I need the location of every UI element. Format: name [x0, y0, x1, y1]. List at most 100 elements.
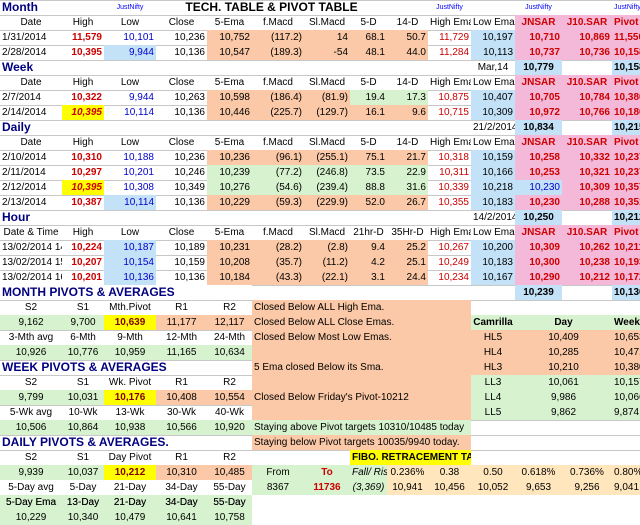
day-ema-header-13-day: 13-Day [66, 497, 100, 508]
camrilla-level-hl5: HL5 [471, 330, 515, 345]
month-avg-2: 10,959 [104, 345, 156, 360]
section-week: Week [2, 60, 34, 74]
camrilla-week-ll3: 10,157 [612, 375, 640, 390]
col-header-close: Close [168, 227, 195, 238]
value-2-10-2014-1: 10,310 [71, 152, 102, 163]
value-2-10-2014-12: 10,332 [562, 150, 612, 165]
value-13-02-2014-14-7: 9.4 [350, 240, 387, 255]
justnifty-tag: JustNifty [116, 4, 144, 11]
camrilla-day-ll5: 9,862 [515, 405, 612, 420]
fibo-value-fall-rise: (3,369) [350, 480, 387, 495]
value-13-02-2014-16-11: 10,290 [515, 270, 562, 285]
col-header-5-ema: 5-Ema [214, 17, 245, 28]
value-2-12-2014-1: 10,395 [62, 180, 104, 195]
section-daily-pivots: DAILY PIVOTS & AVERAGES. [2, 435, 169, 449]
month-header-mth-pivot: Mth.Pivot [109, 302, 151, 313]
value-2-13-2014-3: 10,136 [174, 197, 205, 208]
day-avg-header-21-day: 21-Day [113, 482, 147, 493]
camrilla-level-hl3: HL3 [471, 360, 515, 375]
fibo-value-from: 8367 [252, 480, 304, 495]
value-2-7-2014-4: 10,598 [207, 90, 252, 105]
value-2-28-2014-4: 10,547 [207, 45, 252, 60]
col-header-high: High [72, 77, 94, 88]
value-2-14-2014-13: 10,186 [612, 105, 640, 120]
value-2-10-2014-4: 10,236 [207, 150, 252, 165]
justnifty-tag: JustNifty [525, 4, 552, 11]
value-2-13-2014-1: 10,387 [71, 197, 102, 208]
value-2-10-2014-2: 10,188 [123, 152, 154, 163]
fibo-value-0-236: 10,941 [387, 480, 428, 495]
fibo-value-to: 11736 [304, 480, 350, 495]
month-avg-header-3-mth-avg: 3-Mth avg [8, 332, 54, 343]
value-2-14-2014-6: (129.7) [304, 105, 350, 120]
note-closed-below-close-emas: Closed Below ALL Close Emas. [252, 315, 471, 330]
day-avg-header-55-day: 55-Day [213, 482, 246, 493]
value-13-02-2014-15-7: 4.2 [350, 255, 387, 270]
col-header-high-ema: High Ema [430, 227, 471, 238]
col-header-pivot: Pivot [612, 15, 640, 30]
fibo-value-0-618: 9,653 [515, 480, 562, 495]
value-2-14-2014-5: (225.7) [252, 105, 304, 120]
day-ema-avg-4: 10,758 [207, 510, 252, 525]
value-2-28-2014-12: 10,736 [562, 45, 612, 60]
value-2-13-2014-0: 2/13/2014 [2, 197, 47, 208]
value-2-14-2014-4: 10,446 [207, 105, 252, 120]
value-2-14-2014-8: 9.6 [387, 105, 428, 120]
note-filler [252, 375, 471, 390]
camrilla-day-ll3: 10,061 [515, 375, 612, 390]
week-header-r1: R1 [175, 377, 188, 388]
value-2-7-2014-7: 19.4 [350, 90, 387, 105]
value-13-02-2014-16-4: 10,184 [207, 270, 252, 285]
value-2-14-2014-9: 10,715 [438, 107, 469, 118]
value-2-7-2014-1: 10,322 [71, 92, 102, 103]
value-2-28-2014-6: -54 [304, 45, 350, 60]
col-header-jnsar: JNSAR [515, 15, 562, 30]
value-2-13-2014-4: 10,229 [207, 195, 252, 210]
value-2-7-2014-2: 9,944 [128, 92, 154, 103]
value-2-7-2014-0: 2/7/2014 [2, 92, 41, 103]
value-2-10-2014-0: 2/10/2014 [2, 152, 47, 163]
week-avg-0: 10,506 [0, 420, 62, 435]
hour-jnsar-value: 10,250 [515, 210, 562, 225]
value-2-28-2014-3: 10,136 [174, 47, 205, 58]
col-header-low-ema: Low Ema [473, 137, 515, 148]
value-2-10-2014-3: 10,236 [174, 152, 205, 163]
col-header-sl-macd: Sl.Macd [308, 227, 346, 238]
value-13-02-2014-16-5: (43.3) [252, 270, 304, 285]
fibo-value-0-80: 9,041 [612, 480, 640, 495]
col-header-pivot: Pivot [612, 75, 640, 90]
value-2-14-2014-11: 10,972 [515, 105, 562, 120]
value-2-11-2014-4: 10,239 [207, 165, 252, 180]
day-avg-header-34-day: 34-Day [165, 482, 198, 493]
camrilla-day-header: Day [515, 315, 612, 330]
value-2-10-2014-11: 10,258 [515, 150, 562, 165]
value-13-02-2014-15-2: 10,154 [104, 255, 156, 270]
col-header-low: Low [120, 17, 140, 28]
col-header-14-d: 14-D [396, 17, 419, 28]
hour-jnsar-current: 10,239 [515, 285, 562, 300]
value-2-12-2014-10: 10,218 [471, 180, 515, 195]
month-header-r1: R1 [175, 302, 188, 313]
value-2-12-2014-8: 31.6 [387, 180, 428, 195]
value-2-13-2014-11: 10,230 [515, 195, 562, 210]
col-header-high-ema: High Ema [430, 137, 471, 148]
day-ema-avg-1: 10,340 [62, 510, 104, 525]
value-2-28-2014-11: 10,737 [515, 45, 562, 60]
day-header-r1: R1 [175, 452, 188, 463]
value-13-02-2014-15-9: 10,249 [438, 257, 469, 268]
value-1-31-2014-9: 11,729 [439, 32, 469, 43]
day-avg-header-5-day: 5-Day [69, 482, 97, 493]
value-1-31-2014-1: 11,579 [71, 32, 102, 43]
day-ema-avg-3: 10,641 [156, 510, 207, 525]
fibo-table-title: FIBO. RETRACEMENT TABLE [350, 450, 471, 465]
value-13-02-2014-14-0: 13/02/2014 14 [2, 242, 62, 253]
value-13-02-2014-14-3: 10,189 [174, 242, 205, 253]
fibo-value-0-50: 10,052 [471, 480, 515, 495]
value-2-7-2014-3: 10,263 [174, 92, 205, 103]
value-1-31-2014-0: 1/31/2014 [2, 32, 47, 43]
week-header-r2: R2 [223, 377, 236, 388]
day-header-day-pivot: Day Pivot [108, 452, 152, 463]
col-header-low-ema: Low Ema [473, 77, 515, 88]
value-2-14-2014-12: 10,766 [562, 105, 612, 120]
value-1-31-2014-6: 14 [304, 30, 350, 45]
